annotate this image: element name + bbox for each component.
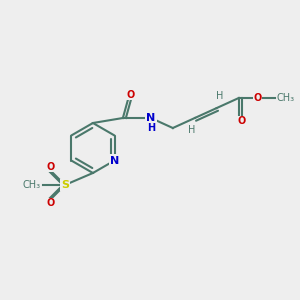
Text: CH₃: CH₃ (23, 180, 41, 190)
Text: H: H (188, 125, 196, 135)
Text: N: N (110, 155, 119, 166)
Text: H: H (216, 91, 224, 101)
Text: O: O (238, 116, 246, 126)
Text: H: H (147, 123, 155, 133)
Text: O: O (47, 162, 55, 172)
Text: O: O (47, 198, 55, 208)
Text: N: N (146, 113, 155, 123)
Text: CH₃: CH₃ (277, 93, 295, 103)
Text: O: O (127, 90, 135, 100)
Text: O: O (254, 93, 262, 103)
Text: S: S (61, 180, 69, 190)
